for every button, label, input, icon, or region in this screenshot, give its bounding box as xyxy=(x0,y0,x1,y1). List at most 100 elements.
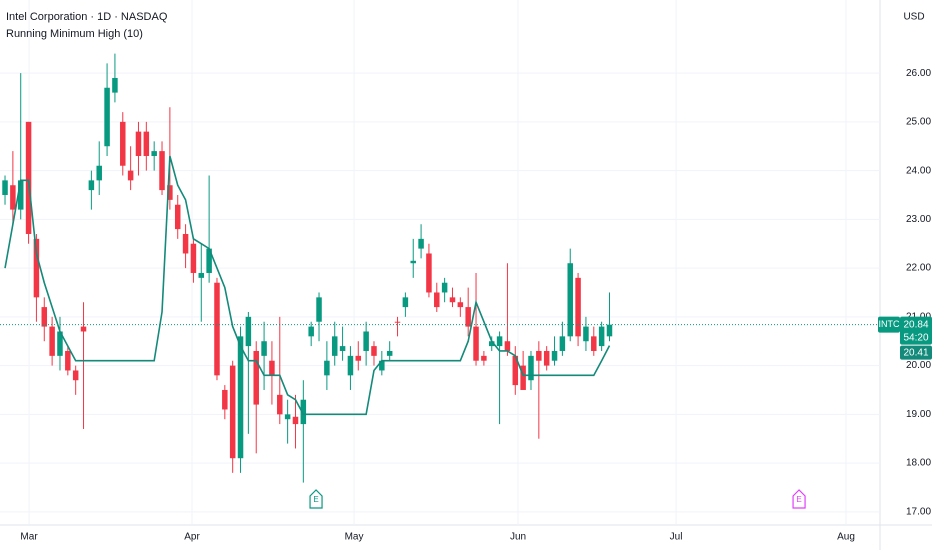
earnings-label: E xyxy=(313,495,318,504)
candle-body xyxy=(292,416,299,425)
candle-body xyxy=(551,350,558,361)
candle-body xyxy=(488,341,495,347)
candle-body xyxy=(324,360,330,376)
y-tick-label: 20.00 xyxy=(906,360,931,371)
plot xyxy=(0,53,880,483)
candle-body xyxy=(269,360,275,376)
candle-body xyxy=(25,121,32,234)
candle-body xyxy=(355,355,362,361)
candle-body xyxy=(72,370,79,381)
candle-body xyxy=(457,302,464,308)
candle-body xyxy=(222,389,228,410)
candle-body xyxy=(308,326,314,337)
earnings-marker[interactable] xyxy=(309,489,323,509)
candle-body xyxy=(159,151,165,191)
candle-body xyxy=(96,165,102,181)
candle-body xyxy=(214,282,220,376)
indicator-name: Running Minimum High (10) xyxy=(6,28,143,40)
candle-body xyxy=(316,297,322,322)
candle-body xyxy=(347,355,354,376)
last-price-label: 20.84 xyxy=(903,319,928,330)
candle-body xyxy=(277,394,283,415)
y-tick-label: 26.00 xyxy=(906,68,931,79)
candle-body xyxy=(190,243,197,273)
candle-body xyxy=(245,316,252,347)
candle-body xyxy=(536,350,542,361)
x-tick-label: Jun xyxy=(510,532,526,543)
candle-body xyxy=(174,204,181,230)
candle-body xyxy=(520,365,526,390)
candle-body xyxy=(41,307,48,327)
x-tick-label: Aug xyxy=(837,532,855,543)
candle-body xyxy=(434,292,440,308)
indicator-value-label: 20.41 xyxy=(903,347,928,358)
candle-body xyxy=(135,131,142,156)
currency[interactable]: USD xyxy=(903,12,924,23)
x-tick-label: May xyxy=(345,532,364,543)
candle-body xyxy=(481,355,487,361)
candle-body xyxy=(465,307,471,327)
candle-body xyxy=(426,253,432,293)
candle-body xyxy=(284,414,291,420)
candle-body xyxy=(331,336,338,356)
indicator-line xyxy=(4,155,611,416)
candle-body xyxy=(496,336,503,347)
candle-body xyxy=(206,248,212,273)
symbol-badge xyxy=(878,316,900,333)
candle-body xyxy=(127,170,134,181)
candle-body xyxy=(49,326,55,356)
candle-body xyxy=(363,331,369,351)
x-tick-label: Mar xyxy=(20,532,38,543)
y-tick-label: 25.00 xyxy=(906,117,931,128)
candle-body xyxy=(10,185,16,210)
candle-body xyxy=(449,297,456,303)
candle-body xyxy=(512,355,519,386)
candle-body xyxy=(598,326,605,347)
symbol-label: INTC xyxy=(879,319,900,329)
candle-body xyxy=(237,336,244,459)
candle-body xyxy=(57,331,63,356)
candle-body xyxy=(80,326,87,332)
candle-body xyxy=(229,365,236,459)
chart-title: Intel Corporation · 1D · NASDAQ xyxy=(6,11,168,23)
candle-body xyxy=(104,87,110,147)
candle-body xyxy=(441,282,448,293)
y-tick-label: 23.00 xyxy=(906,214,931,225)
candle-body xyxy=(2,180,8,195)
y-tick-label: 19.00 xyxy=(906,409,931,420)
candle-body xyxy=(151,151,157,156)
earnings-label: E xyxy=(796,495,801,504)
candle-body xyxy=(575,277,581,337)
candle-body xyxy=(143,131,150,156)
candle-body xyxy=(410,260,416,264)
candle-body xyxy=(300,399,307,425)
x-tick-label: Jul xyxy=(670,532,683,543)
earnings-marker[interactable] xyxy=(792,489,806,509)
candle-body xyxy=(567,263,573,337)
candle-body xyxy=(606,324,613,337)
candle-body xyxy=(379,360,385,371)
indicator-badge xyxy=(900,345,932,360)
y-tick-label: 24.00 xyxy=(906,165,931,176)
candle-body xyxy=(65,350,71,371)
candle-body xyxy=(253,350,259,405)
y-tick-label: 17.00 xyxy=(906,506,931,517)
candle-body xyxy=(261,341,267,356)
candle-body xyxy=(583,326,589,342)
candle-body xyxy=(339,346,346,351)
candle-body xyxy=(120,121,126,166)
candle-body xyxy=(198,272,205,278)
countdown: 54:20 xyxy=(903,332,928,343)
last-price-badge xyxy=(900,316,932,345)
y-tick-label: 22.00 xyxy=(906,263,931,274)
candle-body xyxy=(402,297,409,308)
candle-body xyxy=(17,180,24,210)
candle-body xyxy=(88,180,95,191)
y-tick-label: 18.00 xyxy=(906,458,931,469)
candle-body xyxy=(386,350,393,356)
candle-body xyxy=(112,77,118,93)
candle-body xyxy=(167,185,173,200)
candle-body xyxy=(182,233,189,254)
